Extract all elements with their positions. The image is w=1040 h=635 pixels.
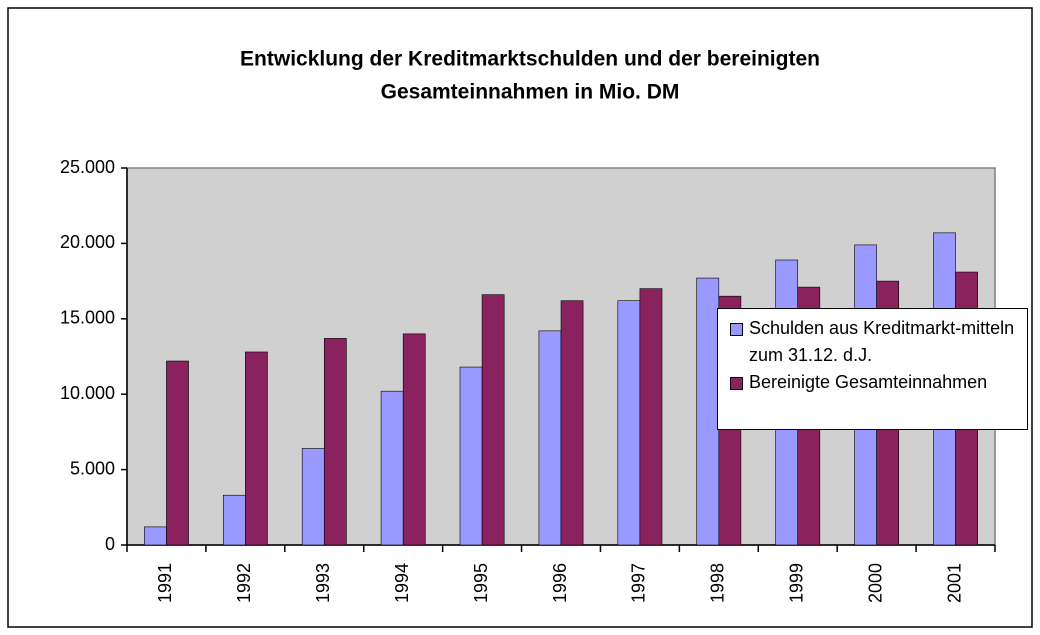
chart-title: Entwicklung der Kreditmarktschulden und … <box>240 48 820 71</box>
y-tick-label: 25.000 <box>60 157 115 177</box>
legend: Schulden aus Kreditmarkt-mitteln zum 31.… <box>717 308 1028 430</box>
bar <box>144 526 167 546</box>
x-tick-label: 1994 <box>392 563 412 603</box>
y-tick-label: 5.000 <box>70 458 115 478</box>
bar <box>301 448 325 546</box>
y-tick-label: 0 <box>105 534 115 554</box>
bar <box>323 338 347 546</box>
x-tick-label: 1997 <box>629 563 649 603</box>
x-tick-label: 1991 <box>155 563 175 603</box>
bar <box>402 333 426 546</box>
legend-item: Bereinigte Gesamteinnahmen <box>730 369 1023 396</box>
bar <box>245 351 268 546</box>
chart-subtitle: Gesamteinnahmen in Mio. DM <box>381 81 680 104</box>
legend-swatch <box>730 323 743 336</box>
bar <box>560 300 584 546</box>
bar <box>696 277 720 546</box>
y-tick-label: 15.000 <box>60 308 115 328</box>
x-tick-label: 1995 <box>471 563 491 603</box>
bar <box>459 366 483 546</box>
bar <box>481 294 505 546</box>
x-tick-label: 2001 <box>944 563 964 603</box>
x-tick-label: 1999 <box>786 563 806 603</box>
x-tick-label: 1993 <box>313 563 333 603</box>
x-tick-label: 2000 <box>865 563 885 603</box>
y-tick-label: 10.000 <box>60 383 115 403</box>
x-tick-label: 1998 <box>708 563 728 603</box>
bar <box>617 300 641 546</box>
x-tick-label: 1992 <box>234 563 254 603</box>
bar <box>639 288 663 546</box>
bar <box>222 494 246 546</box>
legend-item: Schulden aus Kreditmarkt-mitteln zum 31.… <box>730 315 1023 369</box>
bar <box>166 360 189 546</box>
legend-label: Schulden aus Kreditmarkt-mitteln zum 31.… <box>749 318 1015 365</box>
x-tick-label: 1996 <box>550 563 570 603</box>
bar <box>538 330 562 546</box>
legend-swatch <box>730 377 743 390</box>
y-tick-label: 20.000 <box>60 232 115 252</box>
bar <box>380 390 404 546</box>
legend-label: Bereinigte Gesamteinnahmen <box>749 372 988 392</box>
